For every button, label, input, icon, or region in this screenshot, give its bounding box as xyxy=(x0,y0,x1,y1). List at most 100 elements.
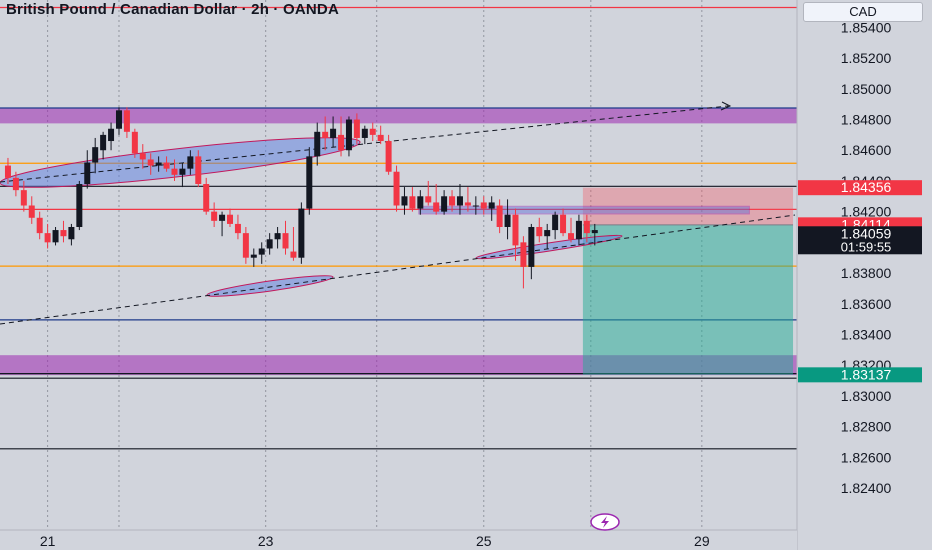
currency-selector[interactable]: CAD xyxy=(803,2,923,22)
candle-body xyxy=(393,171,400,206)
candle-body xyxy=(290,251,297,258)
y-tick-label: 1.85400 xyxy=(841,19,892,35)
candle-body xyxy=(234,223,241,234)
x-tick-label: 25 xyxy=(476,533,492,549)
candle-body xyxy=(100,134,107,151)
candle-body xyxy=(488,202,495,209)
trend-line-lower[interactable] xyxy=(0,214,796,325)
candle-body xyxy=(258,248,265,255)
x-tick-label: 29 xyxy=(694,533,710,549)
candle-body xyxy=(552,214,559,231)
candle-body xyxy=(12,177,19,191)
candle-body xyxy=(520,242,527,267)
candle-body xyxy=(282,233,289,249)
y-tick-label: 1.82600 xyxy=(841,449,892,465)
candle-body xyxy=(322,131,329,138)
y-tick-label: 1.85200 xyxy=(841,50,892,66)
price-label-text: 1.83137 xyxy=(841,366,892,382)
chart-title: British Pound / Canadian Dollar · 2h · O… xyxy=(6,1,339,18)
candle-body xyxy=(567,233,574,240)
candle-body xyxy=(163,162,170,169)
candle-body xyxy=(560,214,567,234)
time-axis[interactable] xyxy=(0,530,797,550)
candle-body xyxy=(28,205,35,218)
candle-body xyxy=(242,233,249,258)
candle-body xyxy=(187,156,194,169)
candle-body xyxy=(92,147,99,163)
candle-body xyxy=(171,168,178,175)
candle-body xyxy=(464,202,471,206)
candle-body xyxy=(441,196,448,212)
candle-body xyxy=(385,141,392,172)
y-tick-label: 1.83000 xyxy=(841,388,892,404)
arrow-head-icon xyxy=(720,101,732,111)
y-tick-label: 1.84800 xyxy=(841,112,892,128)
candle-body xyxy=(266,239,273,249)
candle-body xyxy=(425,196,432,203)
candle-body xyxy=(361,128,368,138)
y-tick-label: 1.83600 xyxy=(841,296,892,312)
candle-body xyxy=(139,153,146,160)
candle-body xyxy=(472,205,479,207)
candle-body xyxy=(123,110,130,132)
trend-line-upper[interactable] xyxy=(0,105,729,183)
candle-body xyxy=(20,190,27,206)
candle-body xyxy=(504,214,511,227)
candle-body xyxy=(147,159,154,166)
candle-body xyxy=(195,156,202,185)
candle-body xyxy=(338,134,345,151)
y-tick-label: 1.82800 xyxy=(841,419,892,435)
y-tick-label: 1.84600 xyxy=(841,142,892,158)
candle-body xyxy=(583,220,590,234)
candle-body xyxy=(496,205,503,227)
candle-body xyxy=(203,184,210,212)
candle-body xyxy=(227,214,234,224)
y-tick-label: 1.82400 xyxy=(841,480,892,496)
position-target-zone xyxy=(582,187,794,225)
candle-body xyxy=(306,156,313,209)
price-label-text: 1.84059 xyxy=(841,225,892,241)
candle-body xyxy=(155,162,162,166)
y-tick-label: 1.85000 xyxy=(841,81,892,97)
price-label-text: 1.84356 xyxy=(841,179,892,195)
candle-body xyxy=(345,119,352,151)
candle-body xyxy=(528,226,535,267)
price-label-bg xyxy=(798,226,922,255)
channel-ellipse-right[interactable] xyxy=(475,232,623,262)
countdown-label: 01:59:55 xyxy=(841,239,892,254)
candle-body xyxy=(512,214,519,246)
candle-body xyxy=(108,128,115,142)
candle-body xyxy=(84,162,91,185)
x-tick-label: 23 xyxy=(258,533,274,549)
candle-body xyxy=(131,131,138,154)
y-tick-label: 1.84200 xyxy=(841,204,892,220)
zone-rect xyxy=(0,108,797,124)
candle-body xyxy=(480,202,487,209)
candle-body xyxy=(449,196,456,206)
candle-body xyxy=(60,230,67,237)
y-tick-label: 1.83400 xyxy=(841,326,892,342)
candle-body xyxy=(433,202,440,212)
candle-body xyxy=(298,208,305,258)
candle-body xyxy=(76,184,83,227)
candle-body xyxy=(417,196,424,209)
candle-body xyxy=(575,220,582,240)
candle-body xyxy=(274,233,281,240)
channel-ellipse-lower[interactable] xyxy=(206,272,334,300)
candle-body xyxy=(591,230,598,234)
tradingview-logo-icon xyxy=(590,513,620,531)
candle-body xyxy=(369,128,376,135)
candle-body xyxy=(219,214,226,221)
candle-body xyxy=(544,230,551,237)
x-tick-label: 21 xyxy=(40,533,56,549)
y-tick-label: 1.83800 xyxy=(841,265,892,281)
candle-body xyxy=(330,128,337,138)
candle-body xyxy=(314,131,321,157)
candle-body xyxy=(377,134,384,142)
candle-body xyxy=(68,226,75,240)
price-axis[interactable] xyxy=(797,0,932,550)
candle-body xyxy=(409,196,416,209)
candle-body xyxy=(52,230,59,243)
